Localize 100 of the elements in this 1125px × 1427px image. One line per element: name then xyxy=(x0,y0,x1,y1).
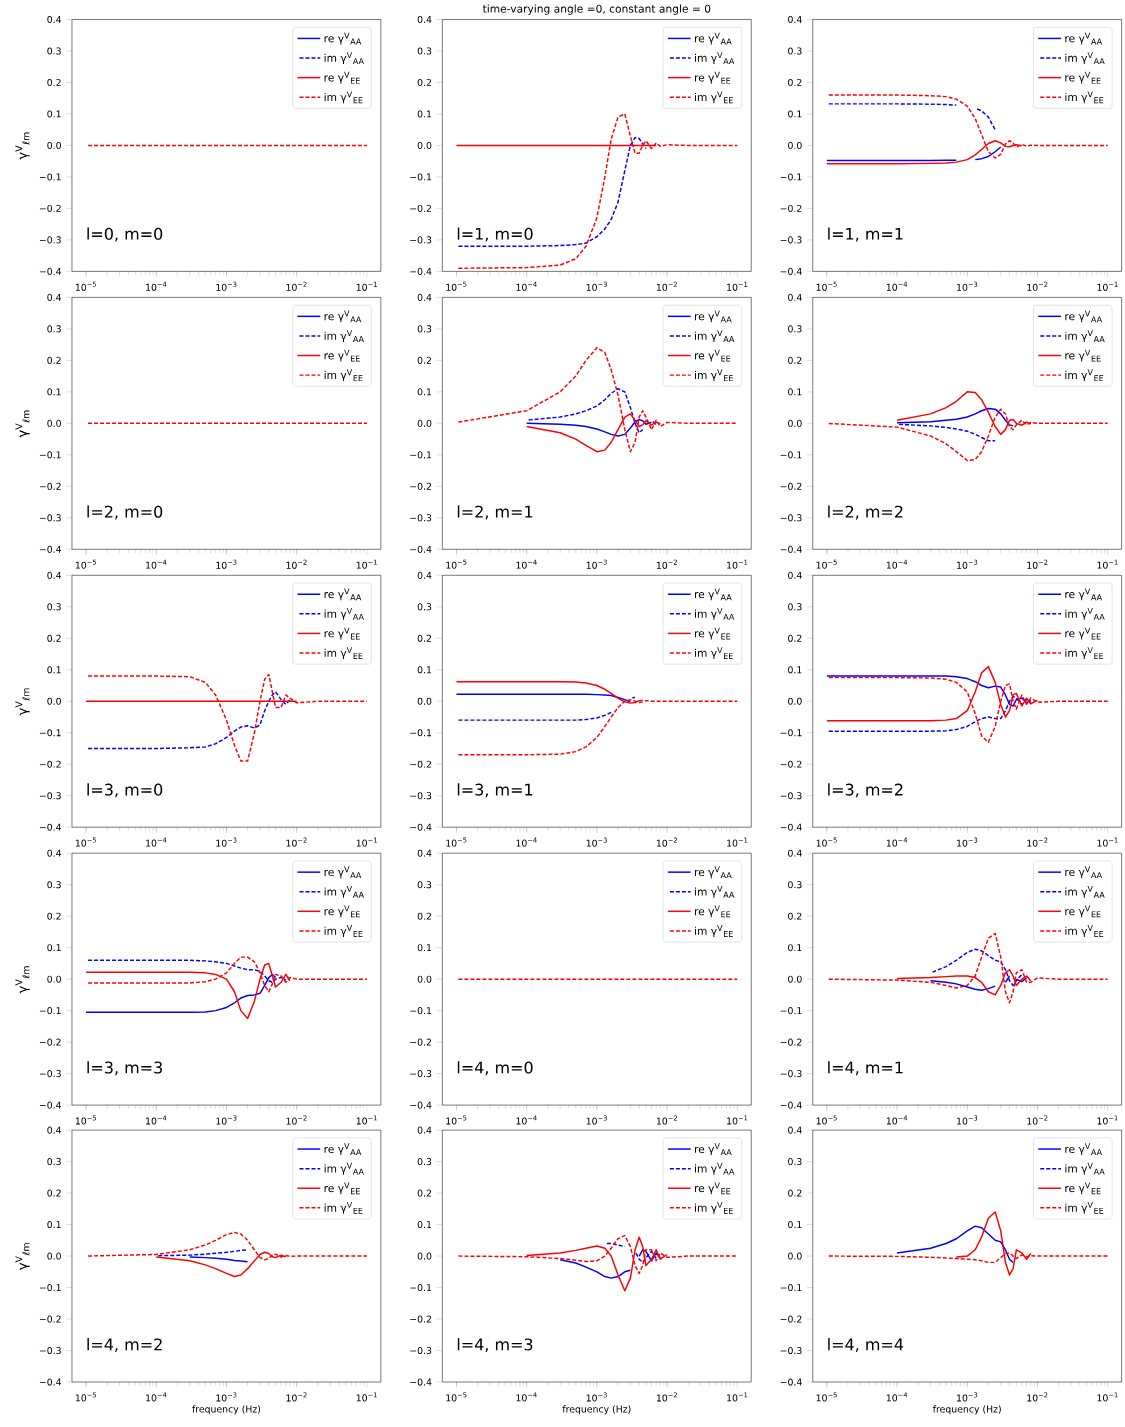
y-tick-label: 0.3 xyxy=(788,1158,802,1166)
x-tick-label: 10$^{−2}$ xyxy=(1027,281,1048,291)
x-tick-label: 10$^{−4}$ xyxy=(887,281,908,291)
legend-label: re γ$^{V}$EE xyxy=(324,349,360,362)
legend-label: im γ$^{V}$AA xyxy=(695,885,735,898)
y-tick-label: 0.1 xyxy=(47,1221,61,1229)
y-tick-label: −0.2 xyxy=(40,482,61,490)
x-tick-label: 10$^{−1}$ xyxy=(1097,837,1118,847)
y-tick-label: 0.2 xyxy=(47,912,61,920)
legend-label: re γ$^{V}$EE xyxy=(695,349,731,362)
y-tick-label: −0.3 xyxy=(40,514,62,522)
y-tick-label: 0.2 xyxy=(417,78,432,86)
annotation: l=4, m=0 xyxy=(458,1061,533,1076)
y-tick-label: −0.2 xyxy=(410,204,432,212)
y-tick-label: 0.2 xyxy=(788,634,802,642)
annotation: l=1, m=0 xyxy=(458,227,533,242)
y-tick-label: −0.4 xyxy=(410,545,432,553)
y-tick-label: 0.0 xyxy=(47,1252,62,1260)
y-tick-label: 0.0 xyxy=(47,141,62,149)
x-tick-label: 10$^{−5}$ xyxy=(76,1392,97,1402)
annotation: l=4, m=1 xyxy=(828,1061,903,1076)
legend-label: im γ$^{V}$AA xyxy=(324,52,365,65)
y-tick-label: 0.4 xyxy=(47,293,62,301)
legend-label: im γ$^{V}$EE xyxy=(695,369,733,382)
y-tick-label: 0.3 xyxy=(788,603,802,611)
y-tick-label: −0.3 xyxy=(780,1070,802,1078)
legend-label: re γ$^{V}$EE xyxy=(695,1182,731,1195)
x-tick-label: 10$^{−1}$ xyxy=(1097,559,1118,569)
y-tick-label: 0.1 xyxy=(47,666,61,674)
legend-label: re γ$^{V}$AA xyxy=(695,310,732,323)
legend-label: re γ$^{V}$EE xyxy=(1065,627,1101,640)
y-tick-label: −0.4 xyxy=(410,1378,432,1386)
x-axis-title: frequency (Hz) xyxy=(562,1405,631,1415)
legend-label: re γ$^{V}$AA xyxy=(1065,866,1103,879)
x-tick-label: 10$^{−1}$ xyxy=(727,1115,748,1125)
y-tick-label: −0.1 xyxy=(40,173,61,181)
x-tick-label: 10$^{−5}$ xyxy=(816,559,837,569)
y-tick-label: −0.3 xyxy=(780,236,802,244)
x-tick-label: 10$^{−5}$ xyxy=(76,559,97,569)
legend-label: re γ$^{V}$AA xyxy=(324,310,362,323)
x-tick-label: 10$^{−4}$ xyxy=(146,837,167,847)
y-tick-label: 0.2 xyxy=(788,1189,802,1197)
x-tick-label: 10$^{−4}$ xyxy=(887,837,908,847)
legend-label: re γ$^{V}$EE xyxy=(1065,905,1101,918)
y-tick-label: −0.2 xyxy=(410,482,432,490)
x-tick-label: 10$^{−2}$ xyxy=(286,1115,307,1125)
y-tick-label: −0.4 xyxy=(780,1378,802,1386)
x-tick-label: 10$^{−2}$ xyxy=(1027,1392,1048,1402)
y-tick-label: 0.0 xyxy=(417,975,432,983)
y-tick-label: −0.3 xyxy=(40,1347,62,1355)
y-tick-label: 0.1 xyxy=(788,110,802,118)
y-axis-title: γ$^{V}$ℓm xyxy=(15,132,30,160)
legend-label: im γ$^{V}$AA xyxy=(1065,885,1105,898)
y-tick-label: −0.1 xyxy=(780,1007,802,1015)
y-tick-label: 0.4 xyxy=(417,15,432,23)
x-tick-label: 10$^{−3}$ xyxy=(957,837,978,847)
annotation: l=3, m=0 xyxy=(87,783,163,798)
y-tick-label: 0.4 xyxy=(47,849,62,857)
y-tick-label: 0.4 xyxy=(788,849,802,857)
x-tick-label: 10$^{−3}$ xyxy=(216,1115,237,1125)
y-tick-label: −0.1 xyxy=(40,451,61,459)
y-axis-title: γ$^{V}$ℓm xyxy=(15,688,30,716)
y-tick-label: 0.4 xyxy=(47,1126,62,1134)
x-tick-label: 10$^{−4}$ xyxy=(887,559,908,569)
legend-label: re γ$^{V}$AA xyxy=(695,588,732,601)
annotation: l=4, m=3 xyxy=(458,1338,533,1353)
x-tick-label: 10$^{−3}$ xyxy=(216,837,237,847)
y-tick-label: 0.2 xyxy=(417,1189,432,1197)
y-tick-label: −0.3 xyxy=(410,236,432,244)
legend-label: re γ$^{V}$AA xyxy=(324,1143,362,1156)
x-tick-label: 10$^{−2}$ xyxy=(1027,837,1048,847)
y-tick-label: −0.2 xyxy=(40,760,61,768)
x-tick-label: 10$^{−1}$ xyxy=(356,1392,378,1402)
legend-label: im γ$^{V}$AA xyxy=(695,608,735,620)
y-tick-label: −0.2 xyxy=(410,1038,432,1046)
x-tick-label: 10$^{−5}$ xyxy=(816,281,837,291)
x-tick-label: 10$^{−3}$ xyxy=(586,559,608,569)
annotation: l=3, m=1 xyxy=(458,783,533,798)
legend-label: im γ$^{V}$EE xyxy=(695,91,733,104)
y-tick-label: 0.4 xyxy=(788,293,802,301)
legend-label: re γ$^{V}$AA xyxy=(1065,1143,1103,1156)
x-tick-label: 10$^{−2}$ xyxy=(1027,1115,1048,1125)
legend-label: re γ$^{V}$AA xyxy=(1065,32,1103,45)
y-tick-label: −0.2 xyxy=(780,1315,802,1323)
y-tick-label: 0.0 xyxy=(417,697,432,705)
legend-label: im γ$^{V}$EE xyxy=(1065,925,1104,937)
legend-label: im γ$^{V}$EE xyxy=(324,647,363,660)
y-tick-label: 0.4 xyxy=(788,1126,802,1134)
y-tick-label: −0.1 xyxy=(780,451,802,459)
x-tick-label: 10$^{−5}$ xyxy=(816,837,837,847)
y-tick-label: 0.0 xyxy=(417,1252,432,1260)
y-tick-label: −0.4 xyxy=(780,267,802,275)
x-tick-label: 10$^{−1}$ xyxy=(727,559,748,569)
y-tick-label: 0.1 xyxy=(47,110,61,118)
x-tick-label: 10$^{−5}$ xyxy=(816,1392,837,1402)
legend-label: re γ$^{V}$AA xyxy=(695,1143,732,1156)
y-tick-label: 0.0 xyxy=(788,141,802,149)
y-tick-label: −0.2 xyxy=(40,1315,61,1323)
y-tick-label: 0.1 xyxy=(417,944,432,952)
annotation: l=2, m=2 xyxy=(828,505,903,520)
